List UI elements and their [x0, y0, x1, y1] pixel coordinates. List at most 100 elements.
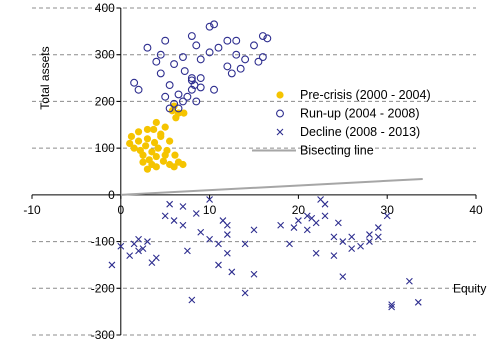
decline-point [348, 245, 356, 252]
pre-crisis-point [152, 152, 160, 161]
decline-point [383, 212, 391, 220]
decline-point [192, 210, 200, 217]
decline-point [228, 268, 236, 276]
decline-point [334, 219, 342, 227]
run-up-point [156, 69, 165, 78]
y-axis-title: Total assets [38, 46, 52, 109]
decline-point [215, 261, 222, 269]
x-tick-label: 40 [469, 203, 483, 217]
pre-crisis-point [148, 148, 156, 156]
run-up-point [232, 36, 241, 45]
run-up-point [263, 34, 272, 43]
run-up-point [170, 60, 179, 69]
pre-crisis-point [163, 146, 171, 155]
x-tick-label: 0 [117, 203, 124, 217]
decline-point [303, 226, 311, 234]
y-tick-label: -300 [91, 328, 115, 341]
pre-crisis-point [161, 123, 169, 131]
legend-label: Bisecting line [300, 144, 374, 158]
decline-point [366, 238, 373, 245]
decline-point [277, 221, 285, 229]
decline-point [321, 212, 329, 220]
run-up-point [156, 50, 165, 59]
run-up-point [214, 43, 223, 52]
decline-point [179, 203, 187, 210]
run-up-point [187, 32, 196, 40]
run-up-point [174, 104, 183, 113]
y-tick-label: -200 [91, 281, 115, 295]
series-layer [108, 20, 423, 311]
pre-crisis-point [152, 163, 160, 171]
decline-point [179, 221, 187, 229]
y-tick-label: 100 [95, 141, 115, 155]
run-up-point [190, 81, 199, 90]
decline-point [170, 217, 178, 224]
pre-crisis-point [170, 163, 178, 171]
decline-point [108, 261, 116, 269]
run-up-point [196, 74, 205, 83]
x-tick-label: -10 [23, 203, 41, 217]
legend-label: Pre-crisis (2000 - 2004) [300, 88, 431, 102]
run-up-point [210, 85, 218, 94]
run-up-point [192, 97, 201, 106]
pre-crisis-point [152, 118, 160, 127]
run-up-point [165, 81, 174, 90]
decline-point [330, 233, 338, 241]
pre-crisis-point [143, 125, 152, 134]
run-up-point [130, 78, 139, 87]
grid-layer [32, 7, 476, 336]
run-up-point [254, 57, 263, 66]
run-up-point [236, 64, 245, 73]
pre-crisis-point [166, 137, 174, 145]
decline-point [357, 242, 364, 250]
legend: Pre-crisis (2000 - 2004) Run-up (2004 - 2… [252, 88, 431, 158]
decline-point [250, 270, 258, 278]
run-up-point [143, 43, 152, 52]
pre-crisis-point [150, 125, 158, 134]
y-tick-label: 200 [95, 94, 115, 108]
decline-point [348, 233, 356, 241]
y-tick-label: 300 [95, 48, 115, 62]
pre-crisis-point [139, 158, 147, 166]
decline-point [135, 247, 142, 255]
run-up-point [152, 57, 161, 66]
pre-crisis-point [179, 160, 187, 169]
run-up-point [134, 85, 143, 94]
decline-point [135, 235, 142, 243]
pre-crisis-point [126, 139, 134, 148]
run-up-point [205, 22, 214, 31]
run-up-point [223, 36, 232, 45]
decline-point [290, 224, 298, 231]
decline-point [339, 238, 347, 245]
decline-point [414, 298, 422, 306]
decline-point [388, 303, 396, 311]
pre-crisis-point [154, 144, 162, 152]
decline-point [117, 242, 125, 250]
run-up-point [180, 67, 189, 76]
decline-point [241, 240, 249, 248]
y-tick-label: 0 [108, 188, 115, 202]
decline-point [206, 235, 213, 243]
legend-label: Decline (2008 - 2013) [300, 125, 420, 139]
run-up-point [165, 104, 174, 113]
x-tick-label: 30 [381, 203, 395, 217]
pre-crisis-point [139, 151, 147, 159]
run-up-point [183, 92, 192, 101]
label-layer: Total assets Equity [38, 46, 486, 295]
x-tick-label: 10 [203, 203, 217, 217]
decline-point [223, 221, 231, 229]
run-up-point [179, 53, 187, 61]
decline-point [250, 226, 258, 234]
decline-point [166, 200, 174, 208]
pre-crisis-point [143, 135, 152, 143]
y-tick-label: -100 [91, 235, 115, 249]
decline-point [388, 301, 396, 309]
decline-point [215, 240, 222, 248]
run-up-point [232, 50, 241, 59]
decline-point [366, 231, 373, 238]
decline-point [223, 249, 231, 257]
decline-point [184, 247, 191, 255]
decline-point [374, 224, 382, 231]
decline-point [312, 219, 320, 227]
